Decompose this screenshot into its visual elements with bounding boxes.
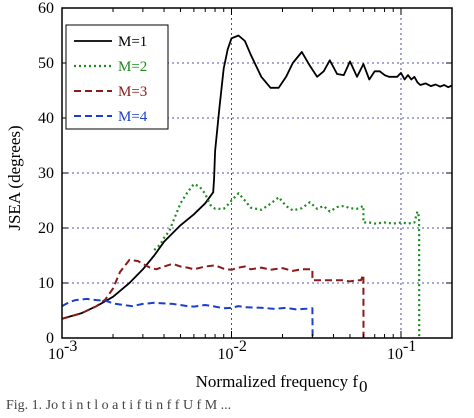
x-tick-base: 10 xyxy=(48,346,64,363)
series-layer xyxy=(61,34,453,339)
x-tick-exponent: -3 xyxy=(64,338,77,355)
x-tick-base: 10 xyxy=(217,346,233,363)
x-tick-label-1: 10 -2 xyxy=(217,338,246,363)
legend-entry-m1: M=1 xyxy=(74,34,147,50)
legend-label-m1: M=1 xyxy=(118,34,147,50)
x-tick-label-0: 10 -3 xyxy=(48,338,77,363)
legend: M=1 M=2 M=3 M=4 xyxy=(65,24,169,130)
x-tick-exponent: -1 xyxy=(403,338,416,355)
legend-label-m4: M=4 xyxy=(118,109,148,125)
series-line-m3 xyxy=(61,258,365,339)
x-axis-title: Normalized frequency f 0 xyxy=(196,372,368,396)
x-tick-exponent: -2 xyxy=(233,338,246,355)
y-tick-label-30: 30 xyxy=(38,165,54,182)
legend-label-m2: M=2 xyxy=(118,59,147,75)
legend-box xyxy=(65,24,169,130)
x-tick-base: 10 xyxy=(387,346,403,363)
y-tick-label-40: 40 xyxy=(38,110,54,127)
series-line-m1 xyxy=(61,34,453,320)
series-line-m2 xyxy=(153,182,421,339)
legend-entry-m4: M=4 xyxy=(74,109,148,125)
y-tick-label-10: 10 xyxy=(38,275,54,292)
legend-entry-m3: M=3 xyxy=(74,84,147,100)
x-axis-title-subscript: 0 xyxy=(359,377,368,396)
legend-label-m3: M=3 xyxy=(118,84,147,100)
figure-caption: Fig. 1. Jo t i n t l o a t i f ti n f f … xyxy=(6,398,232,413)
y-tick-label-50: 50 xyxy=(38,55,54,72)
series-line-m4 xyxy=(61,297,314,339)
y-axis-title: JSEA (degrees) xyxy=(5,125,24,230)
legend-entry-m2: M=2 xyxy=(74,59,147,75)
y-tick-label-60: 60 xyxy=(38,0,54,17)
x-axis-title-main: Normalized frequency f xyxy=(196,372,359,391)
y-tick-label-20: 20 xyxy=(38,220,54,237)
x-tick-label-2: 10 -1 xyxy=(387,338,416,363)
y-tick-label-0: 0 xyxy=(46,330,54,347)
